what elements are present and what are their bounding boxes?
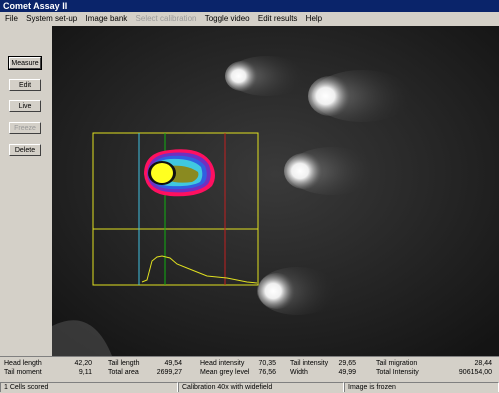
comet-2 xyxy=(308,70,412,122)
head-length-value: 42,20 xyxy=(74,360,92,367)
width-value: 49,99 xyxy=(338,369,356,376)
status-image-state: Image is frozen xyxy=(344,382,499,392)
head-intensity-value: 70,35 xyxy=(258,360,276,367)
head-intensity-label: Head intensity xyxy=(200,360,245,367)
comet-1 xyxy=(225,56,307,96)
menu-help[interactable]: Help xyxy=(305,14,323,23)
measure-button[interactable]: Measure xyxy=(8,56,42,70)
live-button[interactable]: Live xyxy=(9,100,41,112)
status-calibration: Calibration 40x with widefield xyxy=(178,382,344,392)
tail-moment-value: 9,11 xyxy=(78,369,92,376)
tail-length-value: 49,54 xyxy=(164,360,182,367)
head-length-label: Head length xyxy=(4,360,42,367)
window-title: Comet Assay II xyxy=(3,1,68,11)
status-cells-scored: 1 Cells scored xyxy=(0,382,178,392)
tail-migration-value: 28,44 xyxy=(474,360,492,367)
menu-system-setup[interactable]: System set-up xyxy=(26,14,78,23)
tail-migration-label: Tail migration xyxy=(376,360,418,367)
menu-edit-results[interactable]: Edit results xyxy=(257,14,298,23)
total-intensity-label: Total Intensity xyxy=(376,369,419,376)
edit-button[interactable]: Edit xyxy=(9,79,41,91)
mean-grey-level-value: 76,56 xyxy=(258,369,276,376)
tail-length-label: Tail length xyxy=(108,360,140,367)
menu-image-bank[interactable]: Image bank xyxy=(85,14,128,23)
freeze-button: Freeze xyxy=(9,122,41,134)
total-area-label: Total area xyxy=(108,369,139,376)
delete-button[interactable]: Delete xyxy=(9,144,41,156)
mean-grey-level-label: Mean grey level xyxy=(200,369,250,376)
total-area-value: 2699,27 xyxy=(156,369,182,376)
total-intensity-value: 906154,00 xyxy=(458,369,492,376)
measurement-overlay[interactable] xyxy=(92,132,259,286)
control-panel: Measure Edit Live Freeze Delete xyxy=(0,26,52,356)
menu-file[interactable]: File xyxy=(5,14,18,23)
menu-select-calibration: Select calibration xyxy=(135,14,197,23)
measurement-results-panel: Head length 42,20 Tail moment 9,11 Tail … xyxy=(0,356,499,382)
microscope-image[interactable] xyxy=(52,26,499,356)
width-label: Width xyxy=(290,369,308,376)
comet-intensity-contours xyxy=(144,149,215,197)
menu-bar: File System set-up Image bank Select cal… xyxy=(0,12,499,26)
region-of-interest-box[interactable] xyxy=(92,132,259,286)
comet-image-canvas xyxy=(52,26,499,356)
title-bar: Comet Assay II xyxy=(0,0,499,12)
status-bar: 1 Cells scored Calibration 40x with wide… xyxy=(0,382,499,392)
tail-moment-label: Tail moment xyxy=(4,369,42,376)
intensity-profile-curve xyxy=(141,255,258,284)
menu-toggle-video[interactable]: Toggle video xyxy=(204,14,250,23)
tail-intensity-value: 29,65 xyxy=(338,360,356,367)
image-edge-haze xyxy=(52,320,112,356)
comet-3 xyxy=(284,147,377,195)
tail-intensity-label: Tail intensity xyxy=(290,360,329,367)
comet-4 xyxy=(257,267,337,315)
